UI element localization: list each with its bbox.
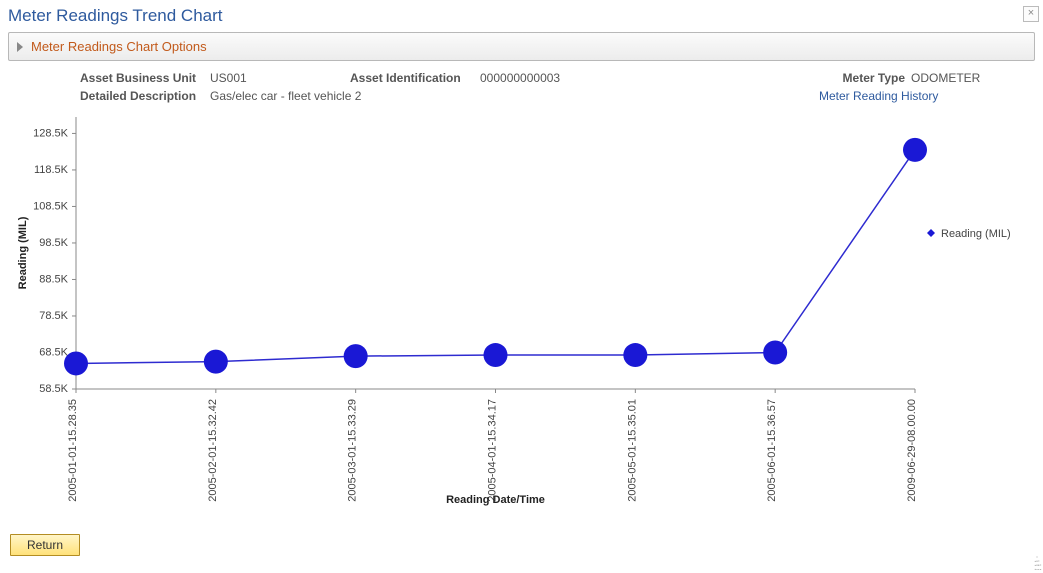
history-link[interactable]: Meter Reading History xyxy=(819,89,1035,103)
assetid-value: 000000000003 xyxy=(480,71,825,85)
svg-text:2005-04-01-15.34.17: 2005-04-01-15.34.17 xyxy=(487,399,499,502)
svg-text:128.5K: 128.5K xyxy=(33,127,69,139)
chart-area: 58.5K 68.5K 78.5K 88.5K 98.5K 108.5K 118.5K 128… xyxy=(8,109,1035,509)
assetid-label: Asset Identification xyxy=(350,71,480,85)
svg-text:98.5K: 98.5K xyxy=(39,237,68,249)
options-expander[interactable]: Meter Readings Chart Options xyxy=(8,32,1035,61)
series-line xyxy=(76,150,915,364)
desc-label: Detailed Description xyxy=(80,89,210,103)
chevron-right-icon xyxy=(17,42,23,52)
bu-value: US001 xyxy=(210,71,350,85)
data-point xyxy=(344,344,368,368)
svg-text:2005-02-01-15.32.42: 2005-02-01-15.32.42 xyxy=(207,399,219,502)
svg-text:108.5K: 108.5K xyxy=(33,200,69,212)
meta-block: Asset Business Unit US001 Asset Identifi… xyxy=(0,69,1043,105)
legend-label: Reading (MIL) xyxy=(941,228,1011,240)
svg-text:88.5K: 88.5K xyxy=(39,273,68,285)
svg-text:118.5K: 118.5K xyxy=(34,164,69,176)
data-point xyxy=(763,340,787,364)
svg-text:78.5K: 78.5K xyxy=(39,310,68,322)
close-button[interactable]: × xyxy=(1023,6,1039,22)
options-label: Meter Readings Chart Options xyxy=(31,39,207,54)
svg-text:68.5K: 68.5K xyxy=(39,346,68,358)
svg-text:2005-03-01-15.33.29: 2005-03-01-15.33.29 xyxy=(347,399,359,502)
desc-value: Gas/elec car - fleet vehicle 2 xyxy=(210,89,819,103)
data-point xyxy=(623,343,647,367)
svg-text:2005-06-01-15.36.57: 2005-06-01-15.36.57 xyxy=(766,399,778,502)
resize-grip-icon[interactable]: .:.::.::: xyxy=(1034,558,1041,570)
svg-text:2005-01-01-15.28.35: 2005-01-01-15.28.35 xyxy=(67,399,79,502)
y-axis-title: Reading (MIL) xyxy=(17,216,29,289)
svg-text:2005-05-01-15.35.01: 2005-05-01-15.35.01 xyxy=(626,399,638,502)
legend-marker-icon xyxy=(927,229,935,237)
trend-chart-svg: 58.5K 68.5K 78.5K 88.5K 98.5K 108.5K 118.5K 128… xyxy=(8,109,1035,509)
bu-label: Asset Business Unit xyxy=(80,71,210,85)
data-point xyxy=(64,351,88,375)
svg-text:58.5K: 58.5K xyxy=(39,383,68,395)
return-button[interactable]: Return xyxy=(10,534,80,556)
page-title: Meter Readings Trend Chart xyxy=(0,0,1043,30)
data-point xyxy=(484,343,508,367)
svg-text:2009-06-29-08.00.00: 2009-06-29-08.00.00 xyxy=(906,399,918,502)
data-point xyxy=(903,138,927,162)
metertype-value: ODOMETER xyxy=(905,71,1035,85)
metertype-label: Meter Type xyxy=(825,71,905,85)
data-point xyxy=(204,350,228,374)
x-axis-title: Reading Date/Time xyxy=(446,494,545,506)
